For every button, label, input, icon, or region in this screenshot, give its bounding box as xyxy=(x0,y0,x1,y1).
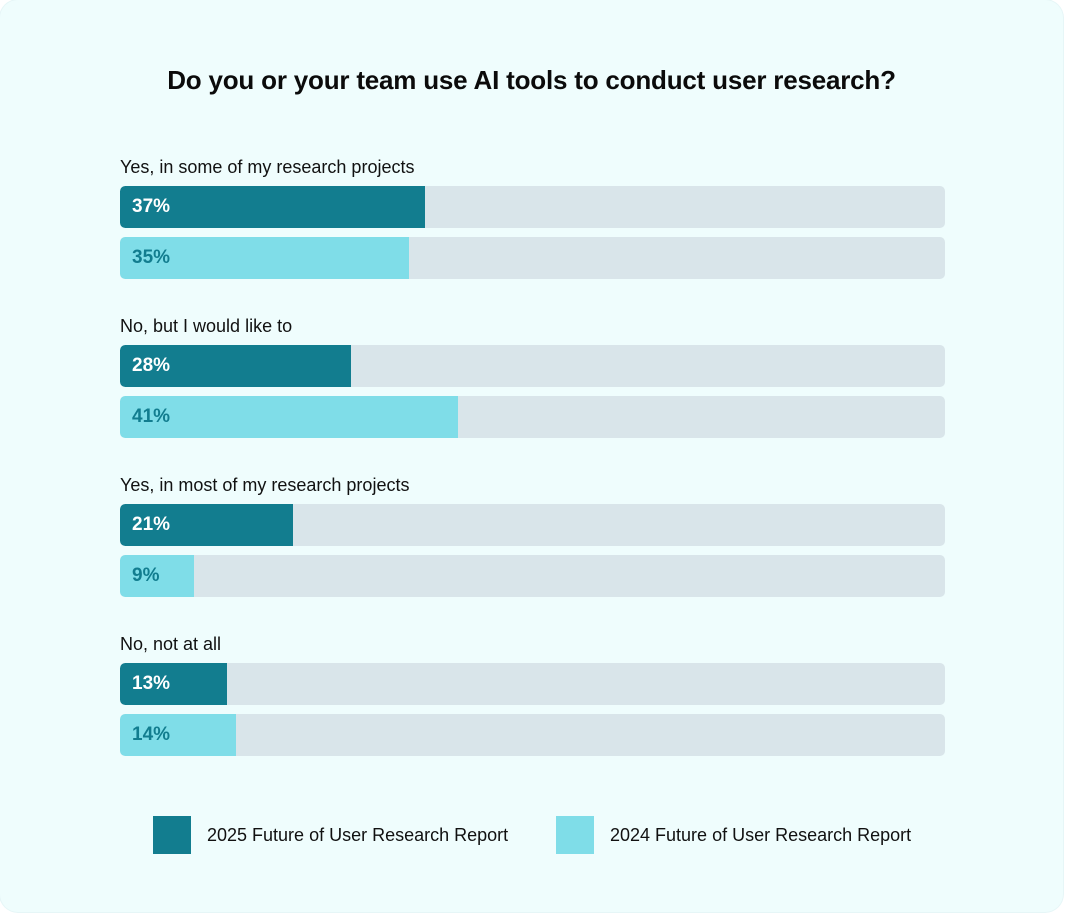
legend-item-2025: 2025 Future of User Research Report xyxy=(153,816,508,854)
legend-item-2024: 2024 Future of User Research Report xyxy=(556,816,911,854)
data-label-2024: 14% xyxy=(132,724,171,745)
category-group: Yes, in some of my research projects 37% 3… xyxy=(120,150,945,280)
legend-swatch-2024 xyxy=(556,816,594,854)
bar-2025 xyxy=(120,345,351,387)
bar-2024 xyxy=(120,396,458,438)
category-group: Yes, in most of my research projects 21% 9… xyxy=(120,468,945,598)
bar-2024 xyxy=(120,714,236,756)
category-label: No, not at all xyxy=(120,634,222,654)
data-label-2024: 9% xyxy=(132,565,160,586)
bar-track: 14% xyxy=(120,714,945,756)
category-label: No, but I would like to xyxy=(120,316,293,336)
data-label-2025: 28% xyxy=(132,355,171,376)
data-label-2024: 41% xyxy=(132,406,171,427)
bar-track: 28% xyxy=(120,345,945,387)
data-label-2025: 13% xyxy=(132,673,171,694)
chart-title: Do you or your team use AI tools to cond… xyxy=(167,65,896,95)
bar-track: 13% xyxy=(120,663,945,705)
bar-track: 41% xyxy=(120,396,945,438)
bar-2024 xyxy=(120,555,194,597)
category-group: No, but I would like to 28% 41% xyxy=(120,309,945,439)
bar-chart: Yes, in some of my research projects 37% 3… xyxy=(120,150,945,770)
bar-track: 9% xyxy=(120,555,945,597)
category-label: Yes, in some of my research projects xyxy=(120,157,415,177)
bar-track: 37% xyxy=(120,186,945,228)
data-label-2025: 21% xyxy=(132,514,171,535)
category-group: No, not at all 13% 14% xyxy=(120,627,945,757)
legend-label-2025: 2025 Future of User Research Report xyxy=(207,824,509,845)
data-label-2025: 37% xyxy=(132,196,171,217)
bar-track: 21% xyxy=(120,504,945,546)
legend-swatch-2025 xyxy=(153,816,191,854)
bar-2025 xyxy=(120,186,425,228)
bar-track: 35% xyxy=(120,237,945,279)
data-label-2024: 35% xyxy=(132,247,171,268)
legend-label-2024: 2024 Future of User Research Report xyxy=(610,824,912,845)
bar-2025 xyxy=(120,663,227,705)
bar-2024 xyxy=(120,237,409,279)
category-label: Yes, in most of my research projects xyxy=(120,475,410,495)
bar-2025 xyxy=(120,504,293,546)
